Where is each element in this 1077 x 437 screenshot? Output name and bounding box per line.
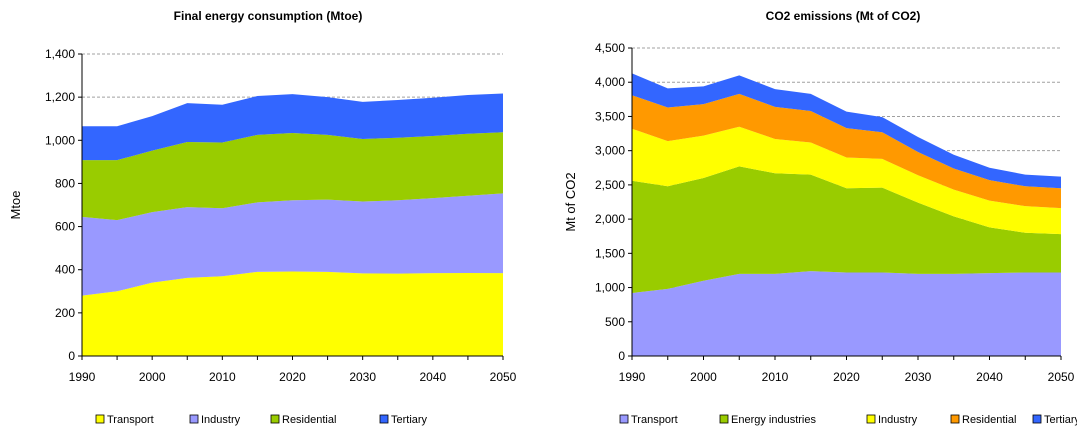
chart1-x-tick-label: 2010 xyxy=(209,370,236,384)
chart1-y-axis-label: Mtoe xyxy=(8,191,23,220)
chart1-y-tick-label: 600 xyxy=(55,220,75,234)
chart2-legend-label: Energy industries xyxy=(731,414,816,426)
chart2-group: 0 500 1,000 1,500 2,000 2,500 3,000 3,500 4,000 4… xyxy=(563,9,1077,426)
chart2-series-residential-area xyxy=(632,93,1061,209)
chart2-x-tick-label: 1990 xyxy=(619,370,646,384)
chart2-x-tick-label: 2040 xyxy=(976,370,1003,384)
chart2-series-energy-industries-area xyxy=(632,166,1061,294)
chart2-y-tick-label: 1,500 xyxy=(595,246,625,260)
chart1-legend-label: Industry xyxy=(201,414,241,426)
chart2-legend-label: Tertiary xyxy=(1044,414,1077,426)
chart1-x-tick-label: 2050 xyxy=(490,370,517,384)
chart2-series-industry-area xyxy=(632,126,1061,235)
chart1-legend-swatch xyxy=(189,414,199,424)
chart2-y-tick-label: 1,000 xyxy=(595,281,625,295)
chart1-y-tick-label: 1,400 xyxy=(45,47,75,61)
chart2-legend: Transport Energy industries Industry Reside… xyxy=(619,414,1077,426)
chart1-y-tick-label: 1,000 xyxy=(45,133,75,147)
chart2-y-tick-label: 3,000 xyxy=(595,144,625,158)
chart2-x-tick-label: 2010 xyxy=(762,370,789,384)
chart1-x-tick-label: 2040 xyxy=(419,370,446,384)
chart1-series-residential-area xyxy=(82,132,503,221)
chart2-legend-label: Transport xyxy=(631,414,678,426)
chart1-x-tick-label: 1990 xyxy=(69,370,96,384)
chart1-legend-swatch xyxy=(379,414,389,424)
chart2-series-tertiary-area xyxy=(632,73,1061,189)
chart1-legend-label: Transport xyxy=(107,414,154,426)
chart2-y-tick-label: 0 xyxy=(618,349,625,363)
chart1-series-transport-area xyxy=(82,271,503,356)
chart2-series-transport-area xyxy=(632,271,1061,356)
chart1-group: 0 200 400 600 800 1,000 1,200 1,400 1990 2000 2010… xyxy=(8,9,517,426)
chart1-series-tertiary-area xyxy=(82,93,503,161)
chart1-legend-swatch xyxy=(95,414,105,424)
chart2-title: CO2 emissions (Mt of CO2) xyxy=(766,9,921,23)
chart2-legend-swatch xyxy=(866,414,876,424)
chart1-title: Final energy consumption (Mtoe) xyxy=(174,9,363,23)
chart2-legend-label: Residential xyxy=(962,414,1016,426)
chart1-x-tick-label: 2000 xyxy=(139,370,166,384)
chart1-legend: Transport Industry Residential Tertiary xyxy=(95,414,428,426)
chart2-x-tick-label: 2000 xyxy=(690,370,717,384)
chart1-x-tick-label: 2020 xyxy=(279,370,306,384)
chart2-x-tick-label: 2050 xyxy=(1048,370,1075,384)
chart1-y-tick-label: 200 xyxy=(55,306,75,320)
chart2-legend-swatch xyxy=(1032,414,1042,424)
chart2-x-tick-label: 2020 xyxy=(833,370,860,384)
chart2-y-tick-label: 2,500 xyxy=(595,178,625,192)
chart2-legend-swatch xyxy=(619,414,629,424)
chart2-legend-swatch xyxy=(950,414,960,424)
chart1-y-tick-label: 800 xyxy=(55,176,75,190)
chart1-legend-label: Tertiary xyxy=(391,414,428,426)
chart2-y-tick-label: 4,500 xyxy=(595,41,625,55)
chart1-x-tick-label: 2030 xyxy=(349,370,376,384)
chart1-y-tick-label: 0 xyxy=(68,349,75,363)
chart1-legend-label: Residential xyxy=(282,414,336,426)
chart2-y-tick-label: 3,500 xyxy=(595,109,625,123)
chart2-y-tick-label: 500 xyxy=(605,315,625,329)
chart1-series-industry-area xyxy=(82,193,503,296)
chart2-legend-swatch xyxy=(719,414,729,424)
chart1-legend-swatch xyxy=(270,414,280,424)
chart2-x-tick-label: 2030 xyxy=(905,370,932,384)
chart2-y-axis-label: Mt of CO2 xyxy=(563,172,578,231)
chart2-y-tick-label: 2,000 xyxy=(595,212,625,226)
chart2-legend-label: Industry xyxy=(878,414,918,426)
chart2-y-tick-label: 4,000 xyxy=(595,75,625,89)
chart1-y-tick-label: 1,200 xyxy=(45,90,75,104)
chart1-y-tick-label: 400 xyxy=(55,263,75,277)
